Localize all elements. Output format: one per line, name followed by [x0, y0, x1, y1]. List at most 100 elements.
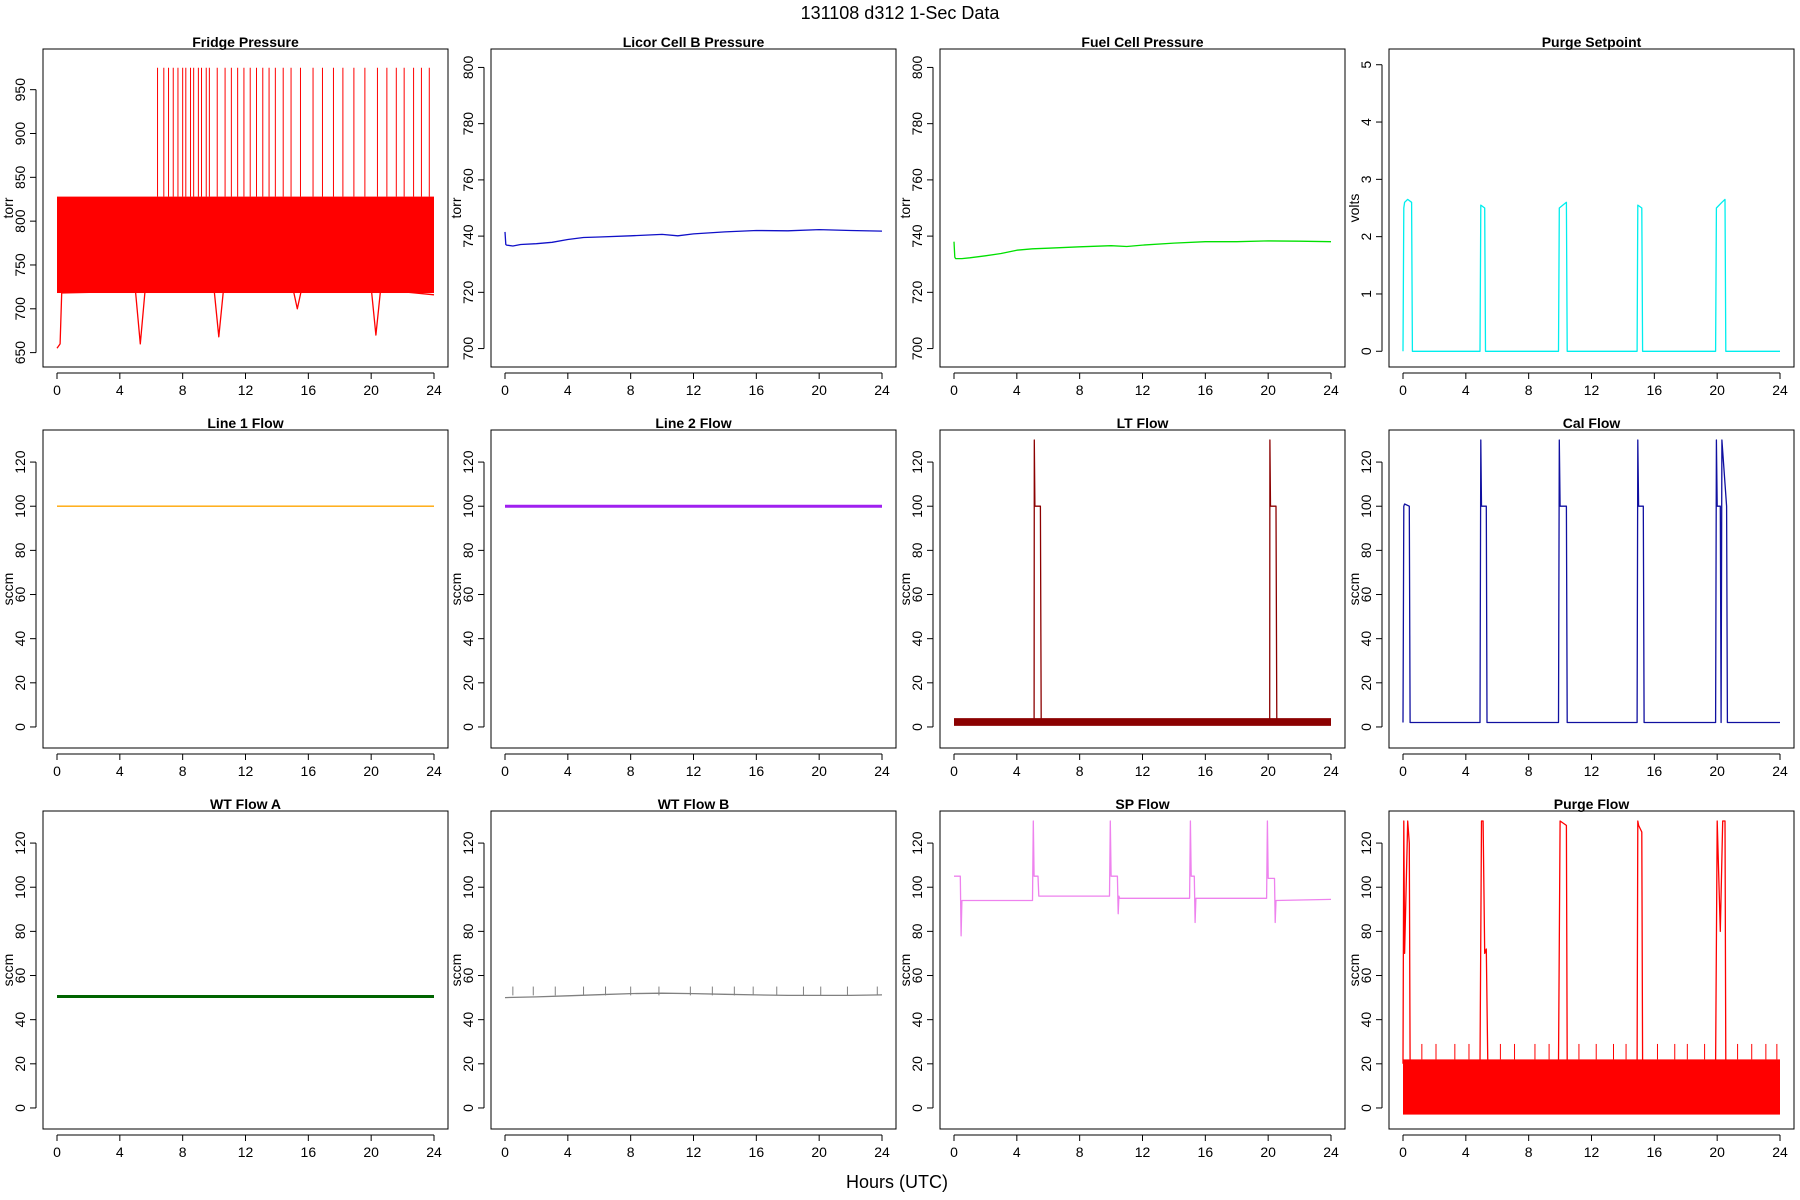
plot-frame: [939, 429, 1346, 749]
x-tick-label: 8: [179, 1144, 187, 1160]
y-tick-label: 100: [909, 494, 925, 518]
y-tick-label: 100: [460, 494, 476, 518]
panel-title: SP Flow: [1115, 796, 1169, 812]
y-tick-label: 60: [909, 587, 925, 603]
figure-xlabel: Hours (UTC): [846, 1172, 948, 1192]
y-tick-label: 80: [909, 923, 925, 939]
x-tick-label: 20: [1260, 382, 1276, 398]
chart-panel: WT Flow A 0 4 8 12 16 20 24 0 20 40 60 80 100 120 sccm: [0, 796, 449, 1160]
x-tick-label: 24: [1323, 1144, 1339, 1160]
series-line: [56, 286, 435, 349]
noise-band: [57, 196, 434, 294]
x-tick-label: 4: [1013, 763, 1021, 779]
x-tick-label: 24: [426, 1144, 442, 1160]
x-tick-label: 0: [950, 1144, 958, 1160]
x-tick-label: 12: [1135, 382, 1151, 398]
figure-title: 131108 d312 1-Sec Data: [801, 3, 1001, 23]
plot-frame: [42, 48, 449, 368]
x-tick-label: 4: [1462, 1144, 1470, 1160]
y-tick-label: 60: [12, 968, 28, 984]
y-tick-label: 720: [909, 280, 925, 304]
y-tick-label: 100: [12, 875, 28, 899]
x-tick-label: 20: [811, 382, 827, 398]
chart-panel: Line 1 Flow 0 4 8 12 16 20 24 0 20 40 60 80 100 120 scc…: [0, 415, 449, 779]
plot-area: [954, 820, 1332, 937]
y-tick-label: 60: [12, 587, 28, 603]
x-tick-label: 8: [1076, 763, 1084, 779]
y-tick-label: 700: [909, 337, 925, 361]
y-tick-label: 60: [909, 968, 925, 984]
x-tick-label: 12: [1135, 1144, 1151, 1160]
y-tick-label: 760: [460, 168, 476, 192]
y-tick-label: 80: [1358, 923, 1374, 939]
y-tick-label: 20: [1358, 1056, 1374, 1072]
y-tick-label: 40: [909, 631, 925, 647]
x-tick-label: 24: [426, 763, 442, 779]
x-tick-label: 0: [950, 763, 958, 779]
panel-title: WT Flow B: [658, 796, 730, 812]
x-tick-label: 4: [564, 763, 572, 779]
x-tick-label: 16: [301, 763, 317, 779]
noise-band: [1403, 1059, 1780, 1115]
x-tick-label: 24: [1772, 382, 1788, 398]
y-tick-label: 4: [1358, 118, 1374, 126]
x-tick-label: 16: [1198, 382, 1214, 398]
x-tick-label: 20: [1709, 382, 1725, 398]
plot-frame: [1388, 810, 1795, 1130]
x-tick-label: 20: [363, 382, 379, 398]
y-tick-label: 750: [12, 253, 28, 277]
plot-frame: [939, 48, 1346, 368]
chart-panel: Line 2 Flow 0 4 8 12 16 20 24 0 20 40 60 80 100 120 scc…: [448, 415, 897, 779]
x-tick-label: 20: [1260, 1144, 1276, 1160]
x-tick-label: 8: [179, 763, 187, 779]
y-tick-label: 5: [1358, 61, 1374, 69]
y-axis-label: sccm: [0, 573, 16, 606]
x-tick-label: 12: [238, 382, 254, 398]
x-tick-label: 12: [238, 763, 254, 779]
y-tick-label: 0: [909, 1104, 925, 1112]
x-tick-label: 16: [1647, 1144, 1663, 1160]
panel-title: Cal Flow: [1563, 415, 1621, 431]
y-tick-label: 900: [12, 122, 28, 146]
x-tick-label: 12: [1584, 1144, 1600, 1160]
x-tick-label: 16: [749, 382, 765, 398]
y-tick-label: 0: [460, 1104, 476, 1112]
panel-title: Purge Setpoint: [1542, 34, 1642, 50]
y-tick-label: 120: [909, 831, 925, 855]
x-tick-label: 20: [363, 1144, 379, 1160]
y-tick-label: 740: [460, 224, 476, 248]
x-tick-label: 20: [1709, 763, 1725, 779]
x-tick-label: 4: [116, 1144, 124, 1160]
y-tick-label: 40: [460, 631, 476, 647]
x-tick-label: 24: [874, 1144, 890, 1160]
y-tick-label: 20: [460, 1056, 476, 1072]
plot-frame: [1388, 429, 1795, 749]
plot-area: [504, 228, 883, 247]
x-tick-label: 12: [238, 1144, 254, 1160]
y-axis-label: sccm: [0, 954, 16, 987]
plot-frame: [490, 810, 897, 1130]
y-tick-label: 0: [909, 723, 925, 731]
x-tick-label: 12: [686, 763, 702, 779]
panel-title: Line 1 Flow: [207, 415, 283, 431]
x-tick-label: 0: [501, 763, 509, 779]
y-tick-label: 800: [460, 56, 476, 80]
y-tick-label: 0: [1358, 1104, 1374, 1112]
x-tick-label: 24: [874, 382, 890, 398]
y-tick-label: 740: [909, 224, 925, 248]
x-tick-label: 8: [1525, 763, 1533, 779]
x-tick-label: 20: [811, 763, 827, 779]
y-axis-label: sccm: [448, 954, 464, 987]
y-tick-label: 20: [1358, 675, 1374, 691]
y-tick-label: 650: [12, 341, 28, 365]
x-tick-label: 24: [1323, 763, 1339, 779]
y-tick-label: 20: [12, 675, 28, 691]
x-tick-label: 0: [53, 1144, 61, 1160]
y-tick-label: 100: [460, 875, 476, 899]
x-tick-label: 8: [1076, 1144, 1084, 1160]
x-tick-label: 0: [501, 382, 509, 398]
y-tick-label: 20: [909, 675, 925, 691]
y-tick-label: 120: [1358, 831, 1374, 855]
